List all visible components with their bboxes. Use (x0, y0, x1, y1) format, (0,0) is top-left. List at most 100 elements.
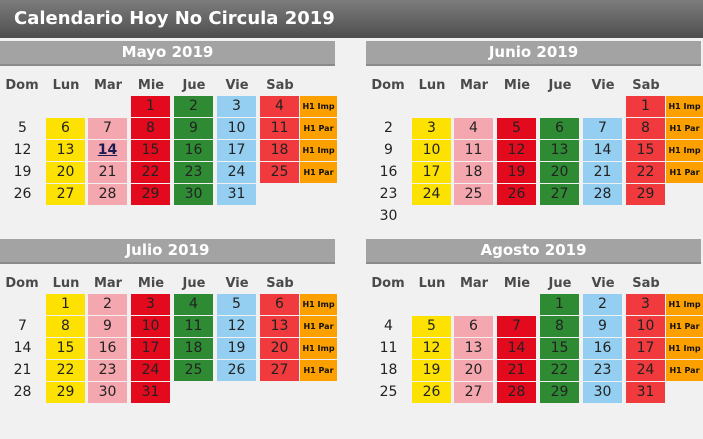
weekday-vie: Vie (591, 276, 615, 291)
weekday-dom: Dom (371, 78, 405, 93)
day-cell: 21 (13, 362, 32, 378)
day-cell: 8 (46, 316, 85, 337)
weekday-dom: Dom (5, 78, 39, 93)
day-cell: 5 (412, 316, 451, 337)
day-cell: 23 (583, 360, 622, 381)
day-cell: 22 (131, 162, 170, 183)
day-cell: 17 (131, 338, 170, 359)
day-cell: 4 (384, 318, 393, 334)
weekday-jue: Jue (548, 276, 572, 291)
weekday-mar: Mar (93, 78, 123, 93)
day-cell: 22 (540, 360, 579, 381)
weekday-mie: Mie (503, 78, 531, 93)
day-cell: 18 (379, 362, 398, 378)
day-cell: 26 (217, 360, 256, 381)
day-cell: 29 (540, 382, 579, 403)
weekday-sab: Sab (266, 276, 294, 291)
month-junio-2019: Junio 2019 Dom Lun Mar Mie Jue Vie Sab 1 2 3 4 5 6 7 8 9… (366, 41, 703, 241)
weekday-mar: Mar (459, 276, 489, 291)
day-cell: 1 (540, 294, 579, 315)
day-cell: 12 (497, 140, 536, 161)
page-title: Calendario Hoy No Circula 2019 (14, 8, 335, 29)
day-cell: 10 (131, 316, 170, 337)
day-cell: 31 (131, 382, 170, 403)
day-cell: 11 (379, 340, 398, 356)
day-cell: 25 (260, 162, 299, 183)
day-cell: 31 (626, 382, 665, 403)
day-cell: 4 (454, 118, 493, 139)
day-cell: 10 (626, 316, 665, 337)
day-cell: 11 (174, 316, 213, 337)
weekday-mie: Mie (503, 276, 531, 291)
day-cell: 7 (583, 118, 622, 139)
day-cell: 28 (583, 184, 622, 205)
day-cell: 14 (497, 338, 536, 359)
day-cell: 22 (626, 162, 665, 183)
day-cell: 13 (46, 140, 85, 161)
day-cell: 15 (626, 140, 665, 161)
day-cell: 27 (46, 184, 85, 205)
day-cell: 15 (46, 338, 85, 359)
day-cell: 6 (260, 294, 299, 315)
day-cell: 16 (379, 164, 398, 180)
hologram-tag: H1 Imp (666, 338, 703, 359)
day-cell: 7 (18, 318, 27, 334)
weekday-sab: Sab (632, 78, 660, 93)
day-cell: 11 (454, 140, 493, 161)
hologram-tag: H1 Par (666, 118, 703, 139)
hologram-tag: H1 Imp (666, 96, 703, 117)
weekday-dom: Dom (371, 276, 405, 291)
day-cell: 21 (497, 360, 536, 381)
weekday-lun: Lun (418, 276, 446, 291)
hologram-tag: H1 Par (666, 316, 703, 337)
day-cell: 29 (131, 184, 170, 205)
day-cell: 23 (379, 186, 398, 202)
day-cell: 10 (412, 140, 451, 161)
day-cell: 2 (174, 96, 213, 117)
weekday-sab: Sab (632, 276, 660, 291)
day-cell: 9 (384, 142, 393, 158)
title-bar: Calendario Hoy No Circula 2019 (0, 0, 703, 38)
weekday-mar: Mar (93, 276, 123, 291)
day-cell: 30 (88, 382, 127, 403)
weekday-jue: Jue (182, 78, 206, 93)
day-cell: 20 (46, 162, 85, 183)
day-cell: 3 (217, 96, 256, 117)
day-cell: 3 (412, 118, 451, 139)
day-cell: 30 (583, 382, 622, 403)
day-cell: 10 (217, 118, 256, 139)
hologram-tag: H1 Par (300, 360, 337, 381)
day-cell: 30 (379, 208, 398, 224)
day-cell: 1 (131, 96, 170, 117)
weekday-mar: Mar (459, 78, 489, 93)
weekday-lun: Lun (52, 78, 80, 93)
day-cell: 23 (174, 162, 213, 183)
day-cell: 14 (13, 340, 32, 356)
day-cell: 28 (13, 384, 32, 400)
hologram-tag: H1 Par (666, 360, 703, 381)
day-cell: 1 (46, 294, 85, 315)
day-cell: 30 (174, 184, 213, 205)
day-cell: 27 (540, 184, 579, 205)
day-cell: 14 (583, 140, 622, 161)
day-cell: 3 (131, 294, 170, 315)
hologram-tag: H1 Imp (300, 294, 337, 315)
day-cell: 24 (131, 360, 170, 381)
day-cell: 11 (260, 118, 299, 139)
hologram-tag: H1 Par (300, 316, 337, 337)
day-cell: 20 (260, 338, 299, 359)
hologram-tag: H1 Imp (300, 140, 337, 161)
day-cell: 9 (88, 316, 127, 337)
weekday-lun: Lun (418, 78, 446, 93)
day-cell: 27 (260, 360, 299, 381)
weekday-vie: Vie (591, 78, 615, 93)
weekday-jue: Jue (548, 78, 572, 93)
day-cell: 25 (379, 384, 398, 400)
day-cell: 17 (412, 162, 451, 183)
day-cell: 16 (583, 338, 622, 359)
day-cell: 17 (626, 338, 665, 359)
day-cell: 12 (13, 142, 32, 158)
day-cell: 25 (174, 360, 213, 381)
day-cell: 29 (46, 382, 85, 403)
day-cell: 9 (174, 118, 213, 139)
